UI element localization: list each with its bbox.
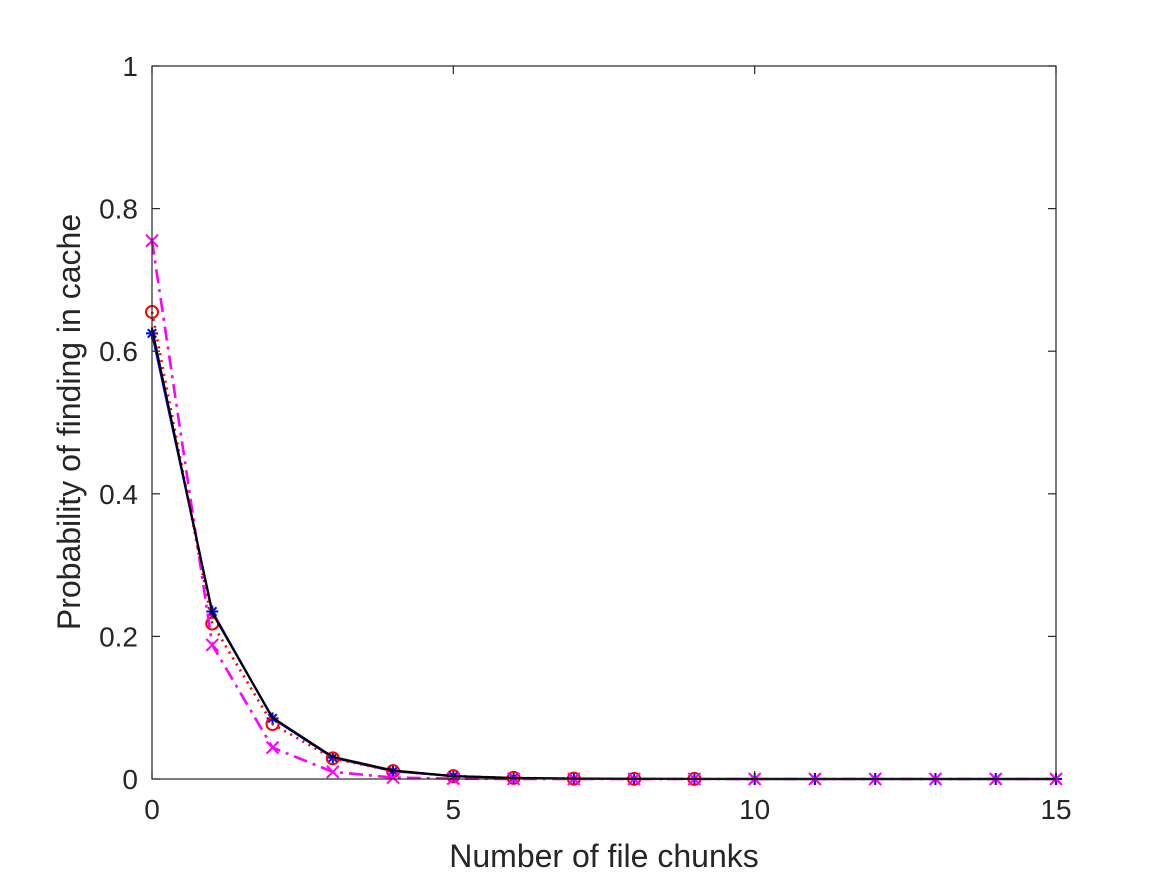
y-tick-label: 0	[122, 764, 138, 795]
axes-box	[151, 65, 1057, 780]
series-2-point	[265, 740, 280, 755]
y-axis-title: Probability of finding in cache	[51, 214, 87, 630]
plot-area	[152, 66, 1056, 779]
x-axis-title: Number of file chunks	[449, 838, 758, 874]
series-2-point	[326, 765, 340, 779]
y-tick-label: 0.8	[99, 194, 138, 225]
x-tick-label: 0	[144, 794, 160, 825]
x-tick-label: 5	[446, 794, 462, 825]
y-tick-label: 0.2	[99, 621, 138, 652]
x-tick-label: 15	[1040, 794, 1071, 825]
series-2-point	[205, 638, 219, 652]
y-tick-label: 0.4	[99, 479, 138, 510]
ticks-layer: 0 5 10 15 0 0.2 0.4 0.6 0.8 1	[99, 51, 1072, 825]
series-2-point	[386, 770, 400, 785]
y-tick-label: 1	[122, 51, 138, 82]
x-tick-label: 10	[739, 794, 770, 825]
y-tick-label: 0.6	[99, 336, 138, 367]
